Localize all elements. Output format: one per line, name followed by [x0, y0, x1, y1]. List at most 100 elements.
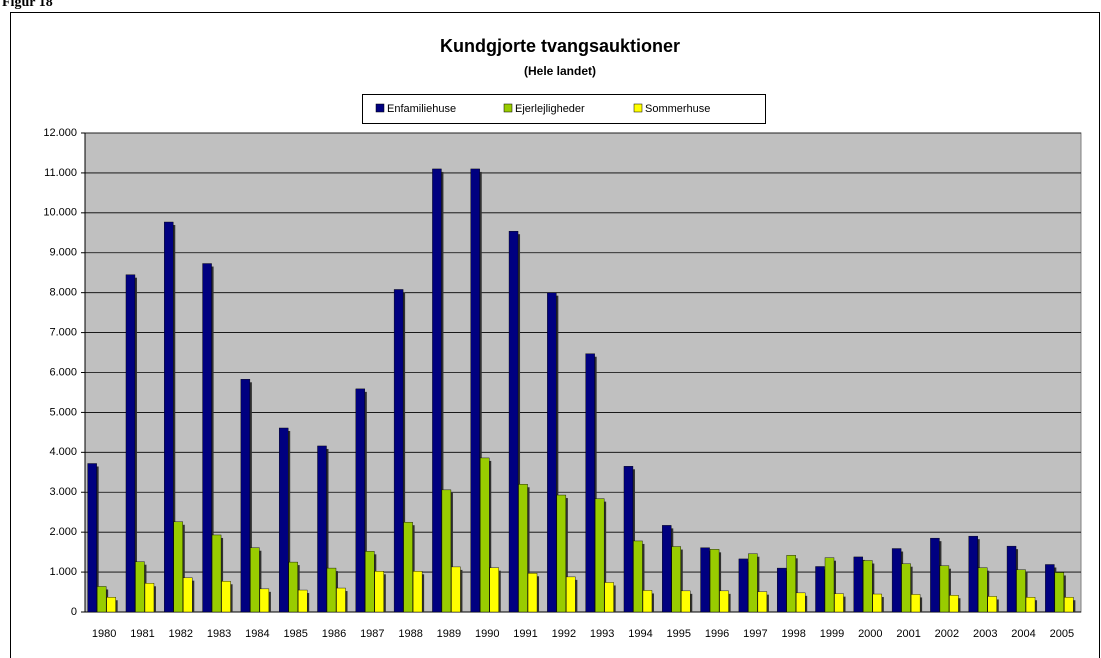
bar — [776, 567, 787, 613]
x-tick-label: 1995 — [667, 628, 691, 640]
bar — [987, 596, 997, 613]
bar — [173, 521, 183, 613]
bar — [432, 168, 442, 613]
y-tick-label: 0 — [71, 606, 77, 618]
x-tick-label: 1985 — [283, 628, 307, 640]
x-tick-label: 2003 — [973, 628, 997, 640]
x-tick-label: 1994 — [628, 628, 652, 640]
bar — [259, 588, 270, 613]
x-tick-label: 1998 — [781, 628, 805, 640]
bar — [757, 591, 768, 613]
bar — [700, 547, 710, 613]
x-tick-label: 1990 — [475, 628, 499, 640]
x-tick-label: 1981 — [130, 628, 154, 640]
bar — [623, 466, 634, 613]
legend-box — [362, 94, 766, 124]
bar — [891, 548, 902, 613]
bar — [336, 587, 346, 613]
bar — [508, 230, 519, 613]
bar — [719, 590, 729, 613]
bar — [604, 582, 614, 613]
bar — [547, 292, 557, 613]
bar — [317, 445, 327, 613]
x-tick-label: 1997 — [743, 628, 767, 640]
bar — [1016, 569, 1026, 613]
bar — [489, 567, 499, 613]
bar — [642, 590, 653, 613]
y-tick-label: 2.000 — [49, 526, 77, 538]
x-tick-label: 1989 — [437, 628, 461, 640]
y-tick-label: 5.000 — [49, 406, 77, 418]
bar — [393, 289, 404, 613]
bar — [365, 551, 375, 613]
bar — [87, 463, 97, 613]
bar — [949, 595, 959, 613]
bar — [1045, 564, 1055, 613]
x-tick-label: 1996 — [705, 628, 729, 640]
bar — [872, 593, 883, 613]
bar — [240, 379, 251, 613]
x-tick-label: 1983 — [207, 628, 231, 640]
legend-swatch — [633, 103, 643, 113]
x-tick-label: 1993 — [590, 628, 614, 640]
y-tick-label: 8.000 — [49, 287, 77, 299]
bar — [470, 168, 480, 613]
x-tick-label: 1987 — [360, 628, 384, 640]
bar — [585, 353, 595, 613]
chart-subtitle: (Hele landet) — [524, 64, 596, 78]
bar — [106, 597, 116, 613]
x-tick-label: 1999 — [820, 628, 844, 640]
y-tick-label: 4.000 — [49, 446, 77, 458]
bar — [250, 547, 260, 613]
bar — [374, 571, 385, 613]
bar — [183, 577, 193, 613]
bar — [853, 556, 864, 613]
bar — [795, 592, 806, 613]
bar — [863, 560, 873, 613]
bar — [738, 558, 749, 613]
x-tick-label: 1982 — [169, 628, 193, 640]
y-tick-label: 12.000 — [43, 127, 77, 139]
bar — [135, 561, 145, 613]
bar — [480, 457, 490, 613]
bar — [164, 221, 174, 613]
bar — [901, 563, 911, 613]
bar — [202, 263, 212, 613]
chart-title: Kundgjorte tvangsauktioner — [440, 36, 680, 56]
y-tick-label: 9.000 — [49, 247, 77, 259]
bar — [403, 521, 413, 613]
bar — [939, 565, 950, 613]
bar — [556, 494, 567, 613]
bar — [1054, 572, 1065, 613]
y-tick-label: 3.000 — [49, 486, 77, 498]
bar — [221, 581, 231, 613]
y-tick-label: 10.000 — [43, 207, 77, 219]
legend-swatch — [503, 103, 513, 113]
bar — [671, 546, 681, 613]
legend-label: Enfamiliehuse — [387, 103, 456, 115]
bar — [968, 535, 978, 613]
bar — [451, 566, 461, 613]
bar — [518, 484, 528, 613]
bar — [662, 525, 672, 613]
bar — [748, 553, 758, 613]
x-tick-label: 2004 — [1011, 628, 1035, 640]
x-tick-label: 2001 — [896, 628, 920, 640]
x-tick-label: 1980 — [92, 628, 116, 640]
x-tick-label: 1991 — [513, 628, 537, 640]
y-tick-label: 7.000 — [49, 326, 77, 338]
bar — [786, 555, 796, 613]
x-tick-label: 2002 — [935, 628, 959, 640]
y-tick-label: 1.000 — [49, 566, 77, 578]
bar — [527, 573, 538, 613]
x-tick-label: 2000 — [858, 628, 882, 640]
bar — [824, 557, 835, 613]
figure-label: Figur 18 — [2, 0, 53, 10]
bar — [566, 576, 576, 613]
bar — [978, 567, 988, 613]
y-tick-label: 11.000 — [44, 167, 77, 179]
x-tick-label: 2005 — [1050, 628, 1074, 640]
bar — [297, 589, 308, 613]
